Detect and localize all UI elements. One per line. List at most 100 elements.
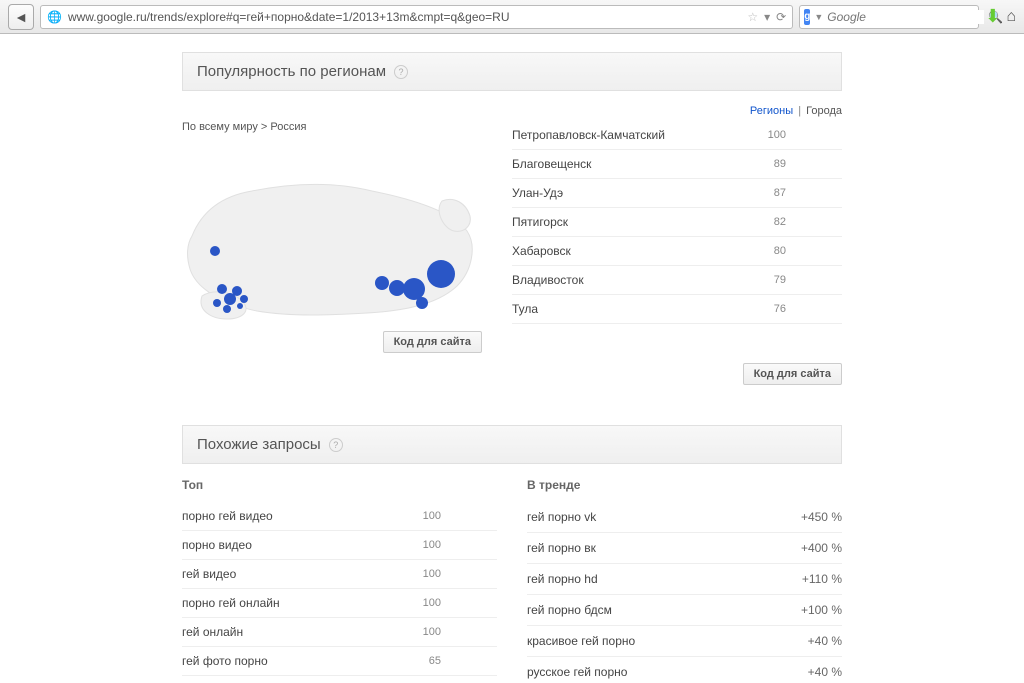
browser-toolbar: ◄ 🌐 www.google.ru/trends/explore#q=гей+п…: [0, 0, 1024, 34]
city-value: 100: [752, 129, 786, 141]
city-value: 79: [752, 274, 786, 286]
trending-query-row[interactable]: гей порно бдсм +100 %: [527, 595, 842, 626]
top-query-row[interactable]: гей фото порно 65: [182, 647, 497, 676]
top-query-row[interactable]: гей онлайн 100: [182, 618, 497, 647]
city-value: 82: [752, 216, 786, 228]
dropdown-icon[interactable]: ▾: [764, 10, 770, 24]
city-row[interactable]: Хабаровск 80: [512, 237, 842, 266]
trending-query-row[interactable]: красивое гей порно +40 %: [527, 626, 842, 657]
query-value: 100: [407, 539, 441, 551]
search-input[interactable]: [827, 10, 984, 24]
back-button[interactable]: ◄: [8, 4, 34, 30]
map-dot[interactable]: [217, 284, 227, 294]
browser-search-box[interactable]: g ▼ 🔍: [799, 5, 979, 29]
map-dot[interactable]: [403, 278, 425, 300]
url-bar[interactable]: 🌐 www.google.ru/trends/explore#q=гей+пор…: [40, 5, 793, 29]
city-label: Улан-Удэ: [512, 186, 752, 200]
query-label: русское гей порно: [527, 665, 808, 679]
google-icon: g: [804, 9, 810, 25]
trending-query-row[interactable]: гей порно vk +450 %: [527, 502, 842, 533]
query-label: порно гей видео: [182, 509, 407, 523]
query-change: +110 %: [802, 572, 842, 586]
city-label: Тула: [512, 302, 752, 316]
embed-button-cities[interactable]: Код для сайта: [743, 363, 842, 385]
city-label: Пятигорск: [512, 215, 752, 229]
help-icon[interactable]: ?: [329, 438, 343, 452]
city-row[interactable]: Улан-Удэ 87: [512, 179, 842, 208]
related-section-title: Похожие запросы: [197, 436, 321, 453]
city-row[interactable]: Благовещенск 89: [512, 150, 842, 179]
city-label: Петропавловск-Камчатский: [512, 128, 752, 142]
globe-icon: 🌐: [47, 10, 62, 24]
query-label: гей порно бдсм: [527, 603, 801, 617]
city-value: 80: [752, 245, 786, 257]
help-icon[interactable]: ?: [394, 65, 408, 79]
top-query-row[interactable]: порно видео 100: [182, 531, 497, 560]
query-value: 100: [407, 510, 441, 522]
top-query-row[interactable]: порно гей онлайн 100: [182, 589, 497, 618]
map-dot[interactable]: [427, 260, 455, 288]
query-label: гей порно hd: [527, 572, 802, 586]
query-value: 100: [407, 626, 441, 638]
trending-query-row[interactable]: гей порно вк +400 %: [527, 533, 842, 564]
top-query-row[interactable]: гей фото 60: [182, 676, 497, 683]
breadcrumb[interactable]: По всему миру > Россия: [182, 121, 482, 133]
map-dot[interactable]: [223, 305, 231, 313]
region-section-title: Популярность по регионам: [197, 63, 386, 80]
map-dot[interactable]: [240, 295, 248, 303]
region-map[interactable]: [182, 141, 482, 321]
query-label: гей фото порно: [182, 654, 407, 668]
map-dot[interactable]: [213, 299, 221, 307]
home-icon[interactable]: ⌂: [1006, 8, 1016, 26]
query-change: +40 %: [808, 665, 842, 679]
top-query-row[interactable]: порно гей видео 100: [182, 502, 497, 531]
reload-icon[interactable]: ⟳: [776, 10, 786, 24]
embed-button-map[interactable]: Код для сайта: [383, 331, 482, 353]
dropdown-icon[interactable]: ▼: [814, 12, 823, 22]
city-row[interactable]: Владивосток 79: [512, 266, 842, 295]
query-value: 65: [407, 655, 441, 667]
city-row[interactable]: Тула 76: [512, 295, 842, 324]
query-change: +400 %: [801, 541, 842, 555]
query-label: гей порно вк: [527, 541, 801, 555]
query-label: порно видео: [182, 538, 407, 552]
url-text: www.google.ru/trends/explore#q=гей+порно…: [68, 10, 741, 24]
bookmark-star-icon[interactable]: ☆: [747, 10, 758, 24]
map-dot[interactable]: [416, 297, 428, 309]
region-tabs: Регионы | Города: [182, 105, 842, 117]
map-dot[interactable]: [237, 303, 243, 309]
query-label: красивое гей порно: [527, 634, 808, 648]
city-value: 87: [752, 187, 786, 199]
query-value: 100: [407, 568, 441, 580]
map-dot[interactable]: [210, 246, 220, 256]
query-label: гей видео: [182, 567, 407, 581]
page-viewport: Популярность по регионам ? Регионы | Гор…: [0, 34, 1024, 683]
query-label: гей онлайн: [182, 625, 407, 639]
trending-query-row[interactable]: русское гей порно +40 %: [527, 657, 842, 683]
query-value: 100: [407, 597, 441, 609]
map-svg: [182, 141, 482, 321]
query-change: +450 %: [801, 510, 842, 524]
tab-regions[interactable]: Регионы: [750, 105, 793, 117]
query-label: гей порно vk: [527, 510, 801, 524]
city-row[interactable]: Петропавловск-Камчатский 100: [512, 121, 842, 150]
trending-query-row[interactable]: гей порно hd +110 %: [527, 564, 842, 595]
map-dot[interactable]: [389, 280, 405, 296]
related-section-header: Похожие запросы ?: [182, 425, 842, 464]
map-dot[interactable]: [375, 276, 389, 290]
city-row[interactable]: Пятигорск 82: [512, 208, 842, 237]
tab-cities[interactable]: Города: [806, 105, 842, 117]
top-query-row[interactable]: гей видео 100: [182, 560, 497, 589]
query-label: порно гей онлайн: [182, 596, 407, 610]
download-icon[interactable]: ⬇: [985, 6, 1000, 27]
top-queries-title: Топ: [182, 478, 497, 492]
query-change: +40 %: [808, 634, 842, 648]
city-label: Хабаровск: [512, 244, 752, 258]
city-label: Владивосток: [512, 273, 752, 287]
city-value: 76: [752, 303, 786, 315]
query-change: +100 %: [801, 603, 842, 617]
trending-queries-title: В тренде: [527, 478, 842, 492]
region-city-list: Петропавловск-Камчатский 100 Благовещенс…: [512, 121, 842, 353]
map-dot[interactable]: [224, 293, 236, 305]
region-section-header: Популярность по регионам ?: [182, 52, 842, 91]
